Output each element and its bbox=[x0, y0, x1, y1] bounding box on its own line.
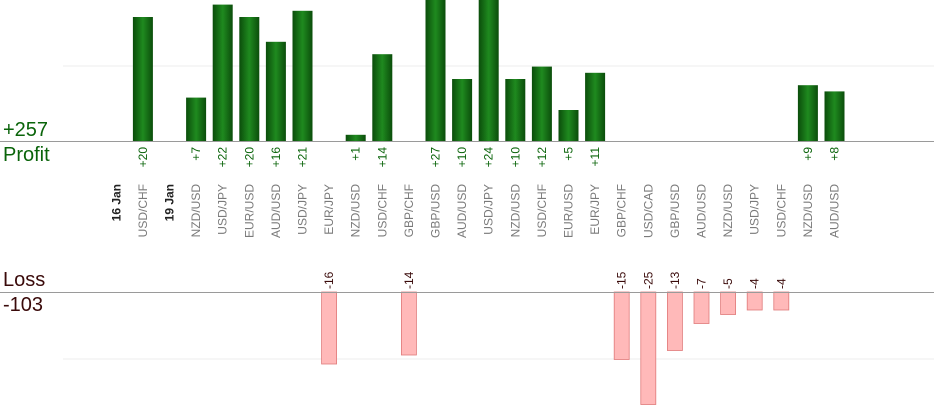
loss-bar bbox=[321, 291, 338, 365]
pair-label: GBP/USD bbox=[429, 184, 443, 238]
loss-bar bbox=[720, 291, 736, 315]
loss-value-label: -16 bbox=[322, 271, 336, 289]
pair-label: USD/CHF bbox=[535, 184, 549, 237]
profit-value-label: +5 bbox=[562, 147, 576, 161]
profit-value-label: +1 bbox=[349, 147, 363, 161]
pair-label: USD/JPY bbox=[482, 184, 496, 235]
profit-bar bbox=[478, 0, 499, 142]
date-label: 16 Jan bbox=[109, 184, 123, 221]
profit-bar bbox=[372, 54, 393, 142]
profit-bar bbox=[425, 0, 446, 141]
loss-bar bbox=[667, 291, 683, 351]
profit-value-label: +9 bbox=[801, 147, 815, 161]
profit-value-label: +20 bbox=[136, 147, 150, 168]
pair-label: AUD/USD bbox=[455, 184, 469, 238]
pair-label: EUR/JPY bbox=[588, 184, 602, 235]
pair-label: AUD/USD bbox=[828, 184, 842, 238]
loss-value-label: -13 bbox=[668, 271, 682, 289]
loss-bar bbox=[613, 291, 630, 360]
loss-value-label: -15 bbox=[615, 271, 629, 289]
loss-bar bbox=[693, 291, 710, 324]
loss-bar bbox=[400, 291, 417, 356]
pair-label: USD/JPY bbox=[748, 184, 762, 235]
profit-bar bbox=[452, 79, 473, 141]
pair-label: USD/JPY bbox=[296, 184, 310, 235]
loss-value-label: -25 bbox=[641, 271, 655, 289]
profit-bar bbox=[505, 79, 526, 141]
loss-total: -103 bbox=[3, 294, 44, 316]
profit-value-label: +14 bbox=[375, 147, 389, 168]
profit-value-label: +11 bbox=[588, 147, 602, 167]
pair-label: NZD/USD bbox=[508, 184, 522, 238]
profit-bar bbox=[292, 10, 313, 141]
loss-bar bbox=[746, 291, 763, 311]
loss-value-label: -7 bbox=[695, 278, 709, 289]
profit-value-label: +24 bbox=[482, 147, 496, 168]
profit-value-label: +27 bbox=[429, 147, 443, 168]
profit-label: Profit bbox=[3, 144, 50, 166]
profit-bar bbox=[797, 85, 818, 141]
pair-label: GBP/CHF bbox=[615, 184, 629, 237]
profit-value-label: +22 bbox=[216, 147, 230, 168]
profit-total: +257 bbox=[3, 119, 49, 141]
pair-label: GBP/CHF bbox=[402, 184, 416, 237]
pair-label: NZD/USD bbox=[801, 184, 815, 238]
profit-bar bbox=[585, 72, 606, 141]
loss-value-label: -14 bbox=[402, 271, 416, 289]
pair-label: USD/CHF bbox=[375, 184, 389, 237]
profit-value-label: +16 bbox=[269, 147, 283, 168]
pair-label: USD/CHF bbox=[136, 184, 150, 237]
profit-bar bbox=[558, 110, 579, 141]
profit-value-label: +10 bbox=[455, 147, 469, 168]
pair-label: NZD/USD bbox=[189, 184, 203, 238]
profit-value-label: +20 bbox=[242, 147, 256, 168]
loss-bar bbox=[773, 291, 790, 311]
loss-label: Loss bbox=[3, 269, 46, 291]
pair-label: USD/JPY bbox=[216, 184, 230, 235]
pair-label: NZD/USD bbox=[349, 184, 363, 238]
profit-bar bbox=[212, 4, 233, 141]
pair-label: EUR/JPY bbox=[322, 184, 336, 235]
pair-label: USD/CHF bbox=[774, 184, 788, 237]
loss-value-label: -4 bbox=[774, 278, 788, 289]
profit-value-label: +8 bbox=[828, 147, 842, 161]
profit-value-label: +21 bbox=[296, 147, 310, 168]
profit-value-label: +12 bbox=[535, 147, 549, 168]
profit-bar bbox=[824, 91, 845, 141]
profit-value-label: +7 bbox=[189, 147, 203, 161]
date-label: 19 Jan bbox=[163, 184, 177, 221]
pair-label: AUD/USD bbox=[269, 184, 283, 238]
profit-bar bbox=[531, 66, 552, 141]
loss-value-label: -4 bbox=[748, 278, 762, 289]
pair-label: USD/CAD bbox=[641, 184, 655, 238]
pair-label: AUD/USD bbox=[695, 184, 709, 238]
profit-bar bbox=[345, 134, 366, 141]
pair-label: EUR/USD bbox=[562, 184, 576, 238]
profit-bar bbox=[132, 17, 153, 141]
loss-value-label: -5 bbox=[721, 278, 735, 289]
pair-label: NZD/USD bbox=[721, 184, 735, 238]
profit-value-label: +10 bbox=[508, 147, 522, 168]
pair-label: GBP/USD bbox=[668, 184, 682, 238]
profit-bar bbox=[186, 97, 207, 141]
pair-label: EUR/USD bbox=[242, 184, 256, 238]
loss-bars bbox=[321, 291, 790, 405]
bar-labels: +20 USD/CHF +7 NZD/USD +22 USD/JPY +20 EUR/USD +… bbox=[109, 147, 934, 289]
loss-bar bbox=[640, 291, 657, 405]
axes bbox=[0, 141, 934, 293]
profit-bars bbox=[132, 0, 845, 142]
profit-bar bbox=[265, 41, 286, 141]
profit-bar bbox=[239, 17, 260, 141]
